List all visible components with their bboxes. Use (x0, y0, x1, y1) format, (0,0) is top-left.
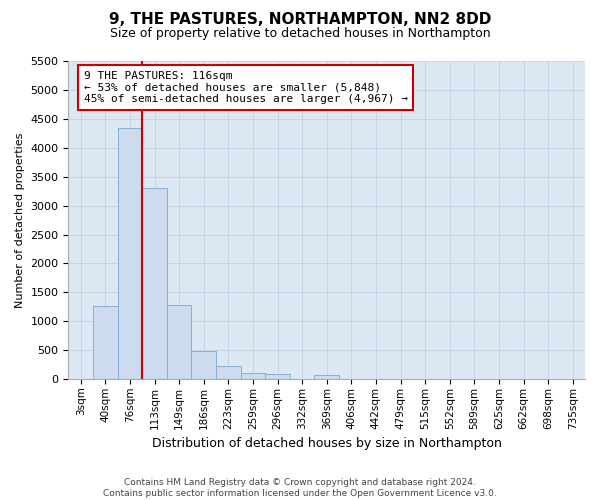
Y-axis label: Number of detached properties: Number of detached properties (15, 132, 25, 308)
Text: Contains HM Land Registry data © Crown copyright and database right 2024.
Contai: Contains HM Land Registry data © Crown c… (103, 478, 497, 498)
Bar (118, 128, 142, 379)
Bar (93, 306, 118, 379)
Text: Size of property relative to detached houses in Northampton: Size of property relative to detached ho… (110, 28, 490, 40)
Bar (191, 351, 216, 379)
X-axis label: Distribution of detached houses by size in Northampton: Distribution of detached houses by size … (152, 437, 502, 450)
Bar (265, 374, 290, 379)
Bar (241, 373, 265, 379)
Text: 9 THE PASTURES: 116sqm
← 53% of detached houses are smaller (5,848)
45% of semi-: 9 THE PASTURES: 116sqm ← 53% of detached… (84, 71, 408, 104)
Bar (216, 366, 241, 379)
Bar (167, 305, 191, 379)
Bar (142, 188, 167, 379)
Text: 9, THE PASTURES, NORTHAMPTON, NN2 8DD: 9, THE PASTURES, NORTHAMPTON, NN2 8DD (109, 12, 491, 28)
Bar (314, 375, 339, 379)
